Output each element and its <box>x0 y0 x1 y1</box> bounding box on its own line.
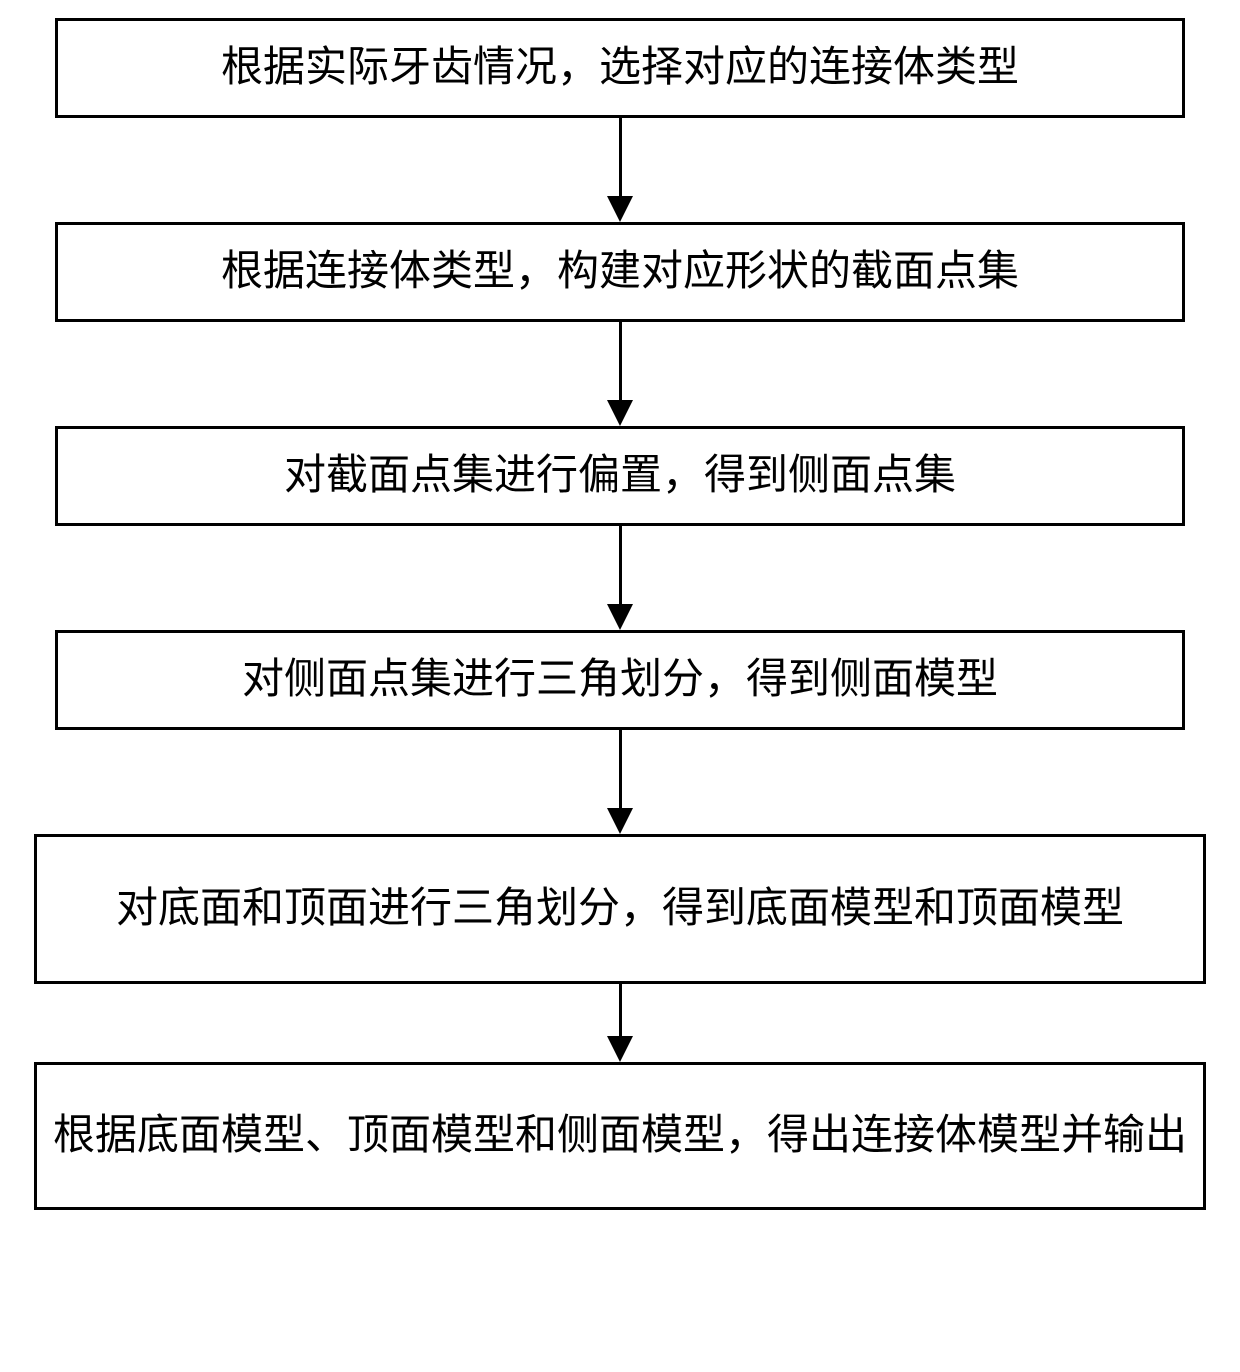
arrow-head-icon <box>607 1036 633 1062</box>
arrow-n4-n5 <box>607 730 633 834</box>
arrow-line <box>619 322 622 400</box>
arrow-line <box>619 984 622 1036</box>
arrow-line <box>619 730 622 808</box>
arrow-n5-n6 <box>607 984 633 1062</box>
flowchart-container: 根据实际牙齿情况，选择对应的连接体类型根据连接体类型，构建对应形状的截面点集对截… <box>34 18 1206 1210</box>
arrow-n2-n3 <box>607 322 633 426</box>
flowchart-node-n1: 根据实际牙齿情况，选择对应的连接体类型 <box>55 18 1185 118</box>
arrow-n3-n4 <box>607 526 633 630</box>
flowchart-node-n4: 对侧面点集进行三角划分，得到侧面模型 <box>55 630 1185 730</box>
arrow-line <box>619 526 622 604</box>
flowchart-node-n5: 对底面和顶面进行三角划分，得到底面模型和顶面模型 <box>34 834 1206 984</box>
arrow-line <box>619 118 622 196</box>
arrow-head-icon <box>607 808 633 834</box>
arrow-head-icon <box>607 604 633 630</box>
arrow-n1-n2 <box>607 118 633 222</box>
arrow-head-icon <box>607 400 633 426</box>
flowchart-node-n3: 对截面点集进行偏置，得到侧面点集 <box>55 426 1185 526</box>
flowchart-node-n6: 根据底面模型、顶面模型和侧面模型，得出连接体模型并输出 <box>34 1062 1206 1210</box>
arrow-head-icon <box>607 196 633 222</box>
flowchart-node-n2: 根据连接体类型，构建对应形状的截面点集 <box>55 222 1185 322</box>
